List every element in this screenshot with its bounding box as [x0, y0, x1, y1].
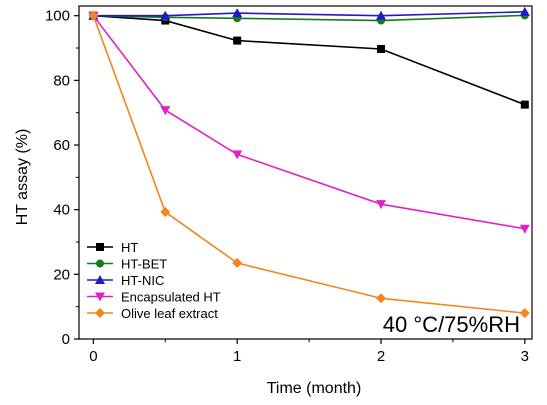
legend-label: HT: [121, 240, 138, 255]
y-tick-label: 100: [45, 8, 70, 25]
legend-item: HT-BET: [87, 257, 167, 272]
axes: 0 1 2 3 0 20 40 60 80 100: [45, 8, 529, 365]
legend-swatch-marker: [96, 259, 104, 268]
data-point: [377, 44, 385, 53]
legend-label: HT-BET: [121, 257, 167, 272]
data-point: [232, 150, 243, 160]
legend-label: HT-NIC: [121, 273, 164, 288]
legend-item: HT: [87, 240, 138, 255]
x-tick-label: 1: [233, 348, 241, 365]
legend-item: Olive leaf extract: [87, 306, 218, 321]
data-point: [519, 6, 530, 16]
legend-item: Encapsulated HT: [87, 290, 221, 305]
legend-swatch-marker: [95, 308, 105, 318]
series-ht: [89, 11, 529, 109]
y-tick-label: 0: [62, 331, 70, 348]
series-line: [92, 15, 525, 230]
x-tick-label: 2: [377, 348, 385, 365]
y-tick-label: 60: [53, 137, 70, 154]
x-axis-title: Time (month): [267, 380, 362, 397]
condition-annotation: 40 °C/75%RH: [383, 312, 520, 337]
data-point: [160, 206, 171, 217]
data-point: [520, 100, 529, 109]
data-point: [519, 224, 530, 234]
series-line: [93, 11, 525, 17]
x-tick-label: 0: [89, 348, 97, 365]
data-point: [519, 308, 530, 319]
data-point: [160, 106, 171, 116]
y-tick-label: 20: [53, 266, 70, 283]
y-tick-label: 40: [53, 202, 70, 219]
data-point: [232, 8, 243, 18]
y-tick-label: 80: [53, 72, 70, 89]
data-point: [376, 10, 386, 20]
plot-area: [78, 5, 533, 340]
legend-item: HT-NIC: [87, 273, 164, 288]
series-ht-nic: [88, 6, 530, 20]
data-point: [376, 200, 386, 210]
legend-swatch-marker: [96, 243, 104, 251]
x-tick-label: 3: [521, 348, 529, 365]
series-layer: [88, 6, 530, 319]
plot-frame: [78, 5, 533, 340]
legend-swatch-marker: [95, 275, 105, 284]
legend-label: Encapsulated HT: [121, 290, 221, 305]
data-point: [88, 10, 99, 21]
series-olive-leaf-extract: [88, 10, 530, 319]
data-point: [233, 36, 242, 45]
data-point: [376, 293, 386, 304]
y-axis-title: HT assay (%): [14, 129, 31, 226]
legend-label: Olive leaf extract: [121, 306, 218, 321]
data-point: [160, 10, 171, 20]
legend-swatch-marker: [95, 292, 105, 302]
data-point: [232, 258, 243, 269]
series-line: [93, 14, 526, 106]
